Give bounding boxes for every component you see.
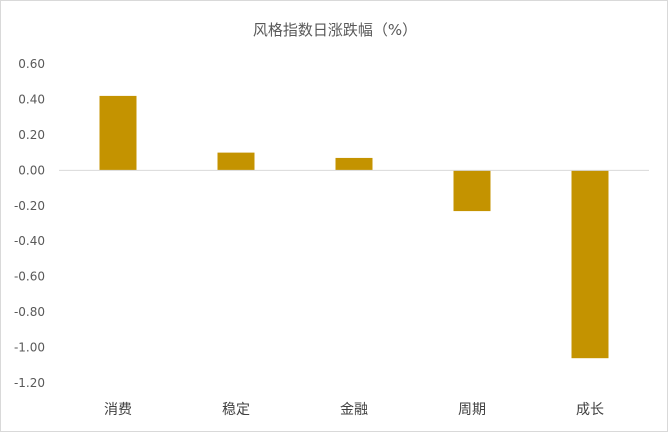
y-tick-label: -1.20: [14, 376, 45, 390]
y-tick-label: 0.20: [18, 128, 45, 142]
y-axis: 0.60 0.40 0.20 0.00 -0.20 -0.40 -0.60 -0.80 -1.0…: [14, 57, 45, 390]
chart-title: 风格指数日涨跌幅（%）: [252, 21, 418, 39]
y-tick-label: -0.80: [14, 305, 45, 319]
y-tick-label: 0.00: [18, 163, 45, 177]
y-tick-label: -1.00: [14, 341, 45, 355]
bar-series: [99, 95, 609, 359]
y-tick-label: -0.40: [14, 234, 45, 248]
x-category-label: 消费: [104, 402, 132, 418]
y-tick-label: -0.20: [14, 199, 45, 213]
bar-1: [217, 152, 255, 171]
y-tick-label: 0.40: [18, 92, 45, 106]
y-tick-label: -0.60: [14, 270, 45, 284]
x-category-label: 周期: [458, 402, 486, 418]
bar-3: [453, 170, 491, 212]
x-axis: 消费 稳定 金融 周期 成长: [104, 402, 604, 418]
x-category-label: 金融: [340, 402, 368, 418]
x-category-label: 稳定: [222, 402, 250, 418]
y-tick-label: 0.60: [18, 57, 45, 71]
bar-2: [335, 157, 373, 171]
bar-0: [99, 95, 137, 171]
bar-4: [571, 170, 609, 359]
x-category-label: 成长: [576, 402, 604, 418]
